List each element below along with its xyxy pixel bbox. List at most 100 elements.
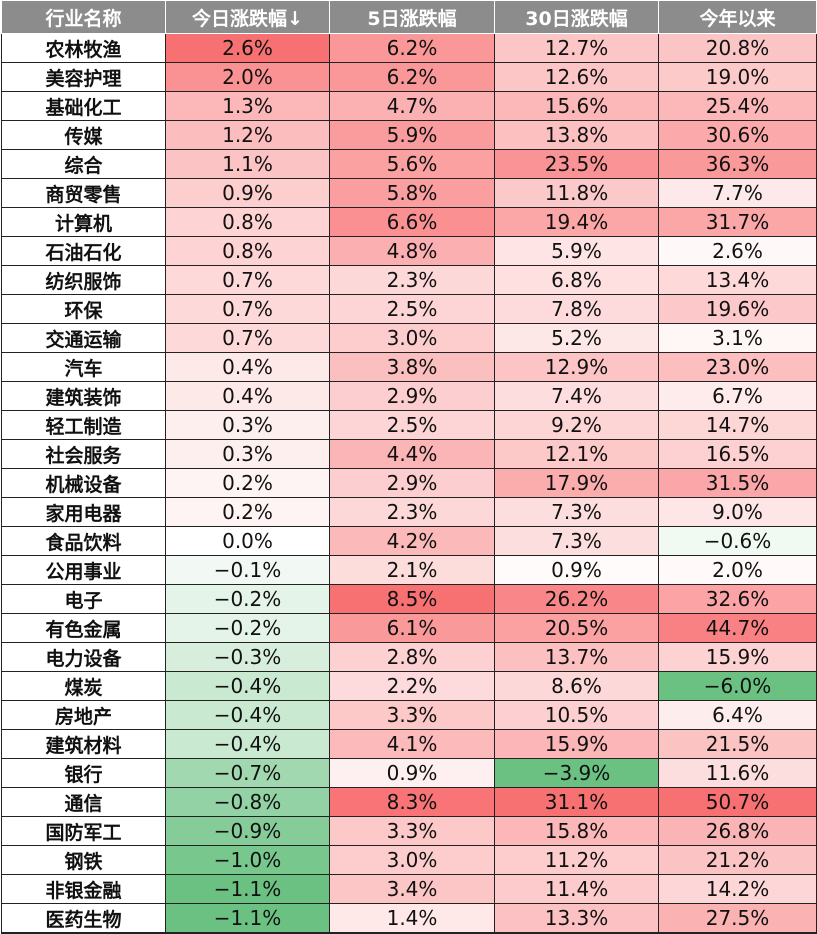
table-row: 电子 −0.2% 8.5% 26.2% 32.6%	[1, 584, 817, 614]
col-header-30day-change[interactable]: 30日涨跌幅	[494, 0, 659, 34]
30day-change-cell: 23.5%	[494, 149, 659, 179]
col-header-5day-change[interactable]: 5日涨跌幅	[329, 0, 495, 34]
ytd-change-cell: 16.5%	[658, 439, 817, 469]
ytd-change-cell: 31.5%	[658, 468, 817, 498]
industry-name-cell: 银行	[1, 758, 166, 788]
5day-change-cell: 8.5%	[329, 584, 495, 614]
industry-name-cell: 社会服务	[1, 439, 166, 469]
ytd-change-cell: 27.5%	[658, 903, 817, 934]
30day-change-cell: 20.5%	[494, 613, 659, 643]
table-body: 农林牧渔 2.6% 6.2% 12.7% 20.8% 美容护理 2.0% 6.2% 12.6% 1…	[1, 33, 817, 934]
industry-name-cell: 钢铁	[1, 845, 166, 875]
industry-name-cell: 食品饮料	[1, 526, 166, 556]
table-row: 有色金属 −0.2% 6.1% 20.5% 44.7%	[1, 613, 817, 643]
table-row: 美容护理 2.0% 6.2% 12.6% 19.0%	[1, 62, 817, 92]
daily-change-cell: −1.0%	[165, 845, 330, 875]
industry-name-cell: 家用电器	[1, 497, 166, 527]
30day-change-cell: 12.1%	[494, 439, 659, 469]
table-row: 农林牧渔 2.6% 6.2% 12.7% 20.8%	[1, 33, 817, 63]
ytd-change-cell: 20.8%	[658, 33, 817, 63]
industry-name-cell: 农林牧渔	[1, 33, 166, 63]
industry-name-cell: 计算机	[1, 207, 166, 237]
ytd-change-cell: 25.4%	[658, 91, 817, 121]
5day-change-cell: 3.4%	[329, 874, 495, 904]
30day-change-cell: 31.1%	[494, 787, 659, 817]
5day-change-cell: 6.6%	[329, 207, 495, 237]
ytd-change-cell: −0.6%	[658, 526, 817, 556]
daily-change-cell: −0.9%	[165, 816, 330, 846]
5day-change-cell: 2.1%	[329, 555, 495, 585]
daily-change-cell: 0.0%	[165, 526, 330, 556]
ytd-change-cell: 6.4%	[658, 700, 817, 730]
5day-change-cell: 2.3%	[329, 497, 495, 527]
industry-name-cell: 美容护理	[1, 62, 166, 92]
table-row: 通信 −0.8% 8.3% 31.1% 50.7%	[1, 787, 817, 817]
5day-change-cell: 6.2%	[329, 62, 495, 92]
5day-change-cell: 4.8%	[329, 236, 495, 266]
ytd-change-cell: 50.7%	[658, 787, 817, 817]
30day-change-cell: 9.2%	[494, 410, 659, 440]
ytd-change-cell: 19.6%	[658, 294, 817, 324]
ytd-change-cell: 14.2%	[658, 874, 817, 904]
table-row: 钢铁 −1.0% 3.0% 11.2% 21.2%	[1, 845, 817, 875]
industry-name-cell: 建筑装饰	[1, 381, 166, 411]
5day-change-cell: 5.8%	[329, 178, 495, 208]
daily-change-cell: 0.2%	[165, 497, 330, 527]
daily-change-cell: −0.2%	[165, 584, 330, 614]
5day-change-cell: 3.8%	[329, 352, 495, 382]
5day-change-cell: 5.6%	[329, 149, 495, 179]
header-row: 行业名称 今日涨跌幅↓ 5日涨跌幅 30日涨跌幅 今年以来	[1, 0, 817, 34]
col-header-ytd-change[interactable]: 今年以来	[658, 0, 817, 34]
30day-change-cell: 5.2%	[494, 323, 659, 353]
daily-change-cell: 0.3%	[165, 439, 330, 469]
5day-change-cell: 2.9%	[329, 468, 495, 498]
30day-change-cell: 11.8%	[494, 178, 659, 208]
30day-change-cell: 5.9%	[494, 236, 659, 266]
industry-name-cell: 通信	[1, 787, 166, 817]
table-row: 纺织服饰 0.7% 2.3% 6.8% 13.4%	[1, 265, 817, 295]
daily-change-cell: 0.7%	[165, 323, 330, 353]
ytd-change-cell: 32.6%	[658, 584, 817, 614]
industry-name-cell: 有色金属	[1, 613, 166, 643]
daily-change-cell: −0.2%	[165, 613, 330, 643]
industry-name-cell: 石油石化	[1, 236, 166, 266]
30day-change-cell: 10.5%	[494, 700, 659, 730]
30day-change-cell: 13.3%	[494, 903, 659, 934]
daily-change-cell: 0.8%	[165, 207, 330, 237]
table-row: 国防军工 −0.9% 3.3% 15.8% 26.8%	[1, 816, 817, 846]
industry-name-cell: 轻工制造	[1, 410, 166, 440]
ytd-change-cell: 7.7%	[658, 178, 817, 208]
col-header-daily-change[interactable]: 今日涨跌幅↓	[165, 0, 330, 34]
ytd-change-cell: 2.6%	[658, 236, 817, 266]
col-header-industry[interactable]: 行业名称	[1, 0, 166, 34]
daily-change-cell: −0.4%	[165, 729, 330, 759]
ytd-change-cell: 2.0%	[658, 555, 817, 585]
daily-change-cell: 0.4%	[165, 352, 330, 382]
table-row: 轻工制造 0.3% 2.5% 9.2% 14.7%	[1, 410, 817, 440]
ytd-change-cell: 21.2%	[658, 845, 817, 875]
table-row: 家用电器 0.2% 2.3% 7.3% 9.0%	[1, 497, 817, 527]
table-row: 综合 1.1% 5.6% 23.5% 36.3%	[1, 149, 817, 179]
daily-change-cell: 1.3%	[165, 91, 330, 121]
5day-change-cell: 4.2%	[329, 526, 495, 556]
30day-change-cell: 11.2%	[494, 845, 659, 875]
daily-change-cell: 1.1%	[165, 149, 330, 179]
30day-change-cell: 17.9%	[494, 468, 659, 498]
table-row: 医药生物 −1.1% 1.4% 13.3% 27.5%	[1, 903, 817, 934]
table-row: 环保 0.7% 2.5% 7.8% 19.6%	[1, 294, 817, 324]
ytd-change-cell: 31.7%	[658, 207, 817, 237]
30day-change-cell: 7.8%	[494, 294, 659, 324]
daily-change-cell: 0.9%	[165, 178, 330, 208]
ytd-change-cell: 23.0%	[658, 352, 817, 382]
5day-change-cell: 2.8%	[329, 642, 495, 672]
30day-change-cell: 13.8%	[494, 120, 659, 150]
5day-change-cell: 2.3%	[329, 265, 495, 295]
ytd-change-cell: 9.0%	[658, 497, 817, 527]
30day-change-cell: 7.3%	[494, 526, 659, 556]
industry-name-cell: 国防军工	[1, 816, 166, 846]
ytd-change-cell: 6.7%	[658, 381, 817, 411]
table-row: 非银金融 −1.1% 3.4% 11.4% 14.2%	[1, 874, 817, 904]
industry-name-cell: 环保	[1, 294, 166, 324]
daily-change-cell: −0.3%	[165, 642, 330, 672]
